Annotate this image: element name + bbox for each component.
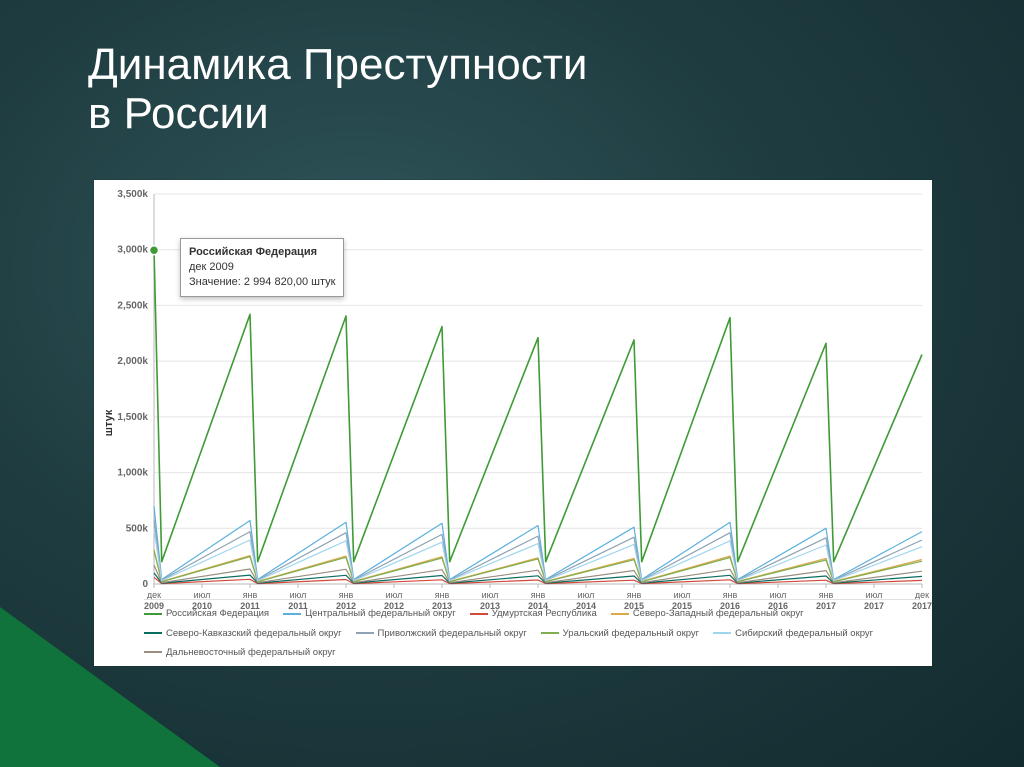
svg-text:2,000k: 2,000k (117, 356, 148, 367)
svg-text:1,500k: 1,500k (117, 412, 148, 423)
legend-label: Удмуртская Республика (492, 606, 597, 621)
legend-item-dfo[interactable]: Дальневосточный федеральный округ (144, 645, 336, 660)
chart-container: штук 0 500k 1,000k 1,500k 2,000k 2,500k 3,000k… (94, 180, 932, 666)
series-rf (154, 250, 922, 561)
legend-swatch (283, 613, 301, 615)
legend-swatch (611, 613, 629, 615)
chart-tooltip: Российская Федерация дек 2009 Значение: … (180, 238, 344, 297)
svg-text:2,500k: 2,500k (117, 300, 148, 311)
slide-title: Динамика Преступности в России (88, 40, 587, 139)
slide: Динамика Преступности в России штук 0 500… (0, 0, 1024, 767)
legend-item-cfo[interactable]: Центральный федеральный округ (283, 606, 456, 621)
svg-text:500k: 500k (126, 523, 149, 534)
svg-text:1,000k: 1,000k (117, 468, 148, 479)
legend-item-rf[interactable]: Российская Федерация (144, 606, 269, 621)
legend-label: Приволжский федеральный округ (378, 626, 527, 641)
chart-legend: Российская Федерация Центральный федераль… (144, 599, 920, 660)
tooltip-title: Российская Федерация (189, 245, 335, 260)
legend-item-pfo[interactable]: Приволжский федеральный округ (356, 626, 527, 641)
y-axis-label: штук (103, 410, 115, 436)
legend-swatch (713, 632, 731, 634)
tooltip-value: Значение: 2 994 820,00 штук (189, 275, 335, 290)
chart-marker (150, 246, 159, 255)
svg-text:3,000k: 3,000k (117, 245, 148, 256)
legend-item-ufo[interactable]: Уральский федеральный округ (541, 626, 699, 641)
legend-item-udm[interactable]: Удмуртская Республика (470, 606, 597, 621)
legend-label: Северо-Западный федеральный округ (633, 606, 804, 621)
legend-swatch (144, 651, 162, 653)
legend-label: Российская Федерация (166, 606, 269, 621)
legend-label: Сибирский федеральный округ (735, 626, 873, 641)
legend-item-szfo[interactable]: Северо-Западный федеральный округ (611, 606, 804, 621)
legend-swatch (144, 613, 162, 615)
legend-label: Уральский федеральный округ (563, 626, 699, 641)
legend-swatch (470, 613, 488, 615)
legend-swatch (541, 632, 559, 634)
series-cfo (154, 506, 922, 580)
legend-label: Центральный федеральный округ (305, 606, 456, 621)
legend-label: Дальневосточный федеральный округ (166, 645, 336, 660)
tooltip-date: дек 2009 (189, 260, 335, 275)
legend-item-sfo[interactable]: Сибирский федеральный округ (713, 626, 873, 641)
legend-label: Северо-Кавказский федеральный округ (166, 626, 342, 641)
series-szfo (154, 550, 922, 582)
legend-swatch (356, 632, 374, 634)
legend-swatch (144, 632, 162, 634)
svg-text:3,500k: 3,500k (117, 189, 148, 200)
legend-item-skfo[interactable]: Северо-Кавказский федеральный округ (144, 626, 342, 641)
svg-text:0: 0 (142, 579, 148, 590)
